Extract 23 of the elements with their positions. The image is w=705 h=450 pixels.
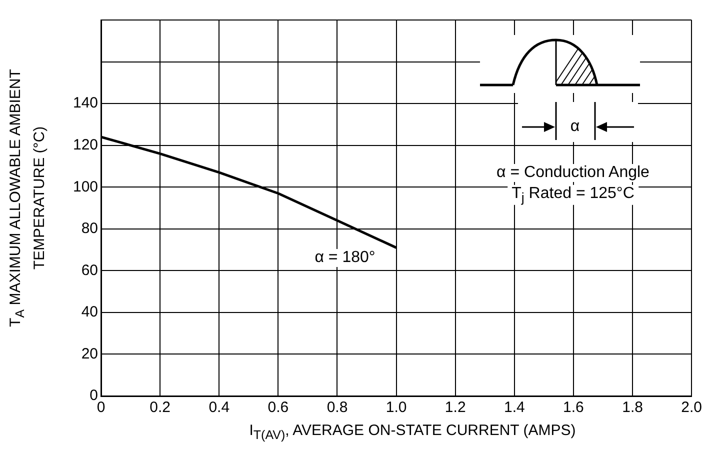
x-tick-label: 0.4	[208, 399, 230, 416]
y-tick-label: 80	[81, 220, 98, 238]
x-tick-label: 1.2	[444, 399, 466, 416]
y-tick-label: 60	[81, 262, 98, 279]
x-tick-label: 2.0	[681, 399, 702, 416]
y-tick-label: 40	[81, 304, 98, 321]
x-tick-label: 1.8	[622, 399, 643, 416]
x-tick-label: 1.4	[504, 399, 525, 416]
x-tick-label: 0.2	[150, 399, 171, 416]
y-tick-label: 100	[72, 178, 98, 196]
annotation: α	[566, 118, 584, 136]
x-tick-label: 1.6	[563, 399, 584, 416]
y-tick-label: 20	[81, 345, 98, 362]
annotation: T$_{j}$ Rated = 125°C	[508, 184, 638, 206]
x-axis-title: I$_{T(AV)}$, AVERAGE ON-STATE CURRENT (AMPS)	[248, 422, 577, 442]
annotation: α = 180°	[310, 249, 380, 267]
y-tick-label: 140	[72, 94, 98, 112]
y-tick-label: 120	[72, 136, 98, 154]
x-tick-label: 0.6	[268, 399, 289, 416]
annotation: α = Conduction Angle	[492, 164, 654, 182]
y-tick-label: 0	[90, 387, 98, 404]
x-tick-label: 0.8	[326, 399, 348, 416]
x-tick-label: 1.0	[386, 399, 407, 416]
